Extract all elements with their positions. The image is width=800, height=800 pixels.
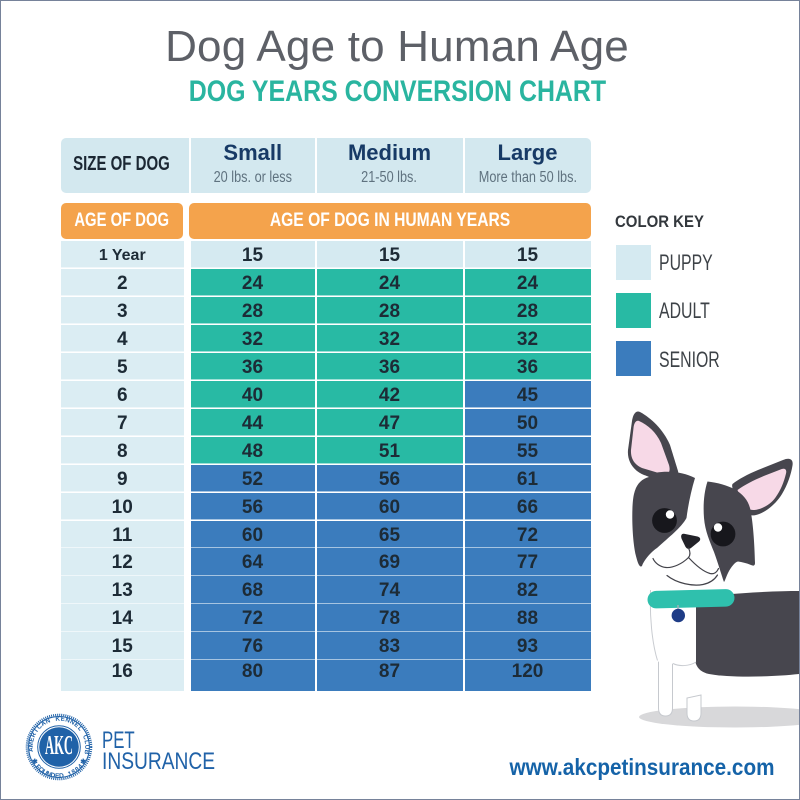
- svg-text:C: C: [81, 733, 89, 740]
- svg-text:D: D: [58, 772, 64, 779]
- svg-text:✱: ✱: [30, 756, 40, 765]
- svg-text:A: A: [27, 746, 34, 752]
- svg-text:4: 4: [76, 762, 84, 770]
- svg-text:A: A: [39, 719, 47, 728]
- svg-text:N: N: [45, 770, 52, 778]
- svg-text:E: E: [72, 721, 80, 729]
- svg-text:L: L: [76, 724, 84, 732]
- svg-text:E: E: [60, 715, 65, 723]
- svg-text:D: D: [49, 771, 55, 779]
- svg-text:R: R: [29, 731, 37, 739]
- svg-text:O: O: [36, 765, 44, 774]
- svg-text:N: N: [68, 718, 76, 727]
- svg-text:M: M: [27, 741, 34, 747]
- svg-text:N: N: [44, 717, 51, 725]
- svg-text:N: N: [64, 716, 71, 724]
- svg-text:✱: ✱: [77, 756, 87, 765]
- svg-text:I: I: [33, 727, 40, 733]
- svg-text:E: E: [28, 736, 36, 742]
- svg-text:B: B: [82, 749, 90, 755]
- svg-text:E: E: [54, 772, 59, 779]
- svg-text:U: U: [83, 744, 90, 749]
- svg-text:C: C: [35, 722, 43, 731]
- svg-text:F: F: [33, 763, 41, 771]
- svg-text:AKC: AKC: [45, 730, 73, 760]
- svg-text:1: 1: [67, 770, 73, 778]
- svg-text:K: K: [55, 715, 60, 722]
- svg-text:8: 8: [74, 765, 82, 773]
- svg-text:U: U: [40, 768, 48, 777]
- svg-text:L: L: [82, 739, 90, 744]
- svg-text:8: 8: [70, 768, 77, 776]
